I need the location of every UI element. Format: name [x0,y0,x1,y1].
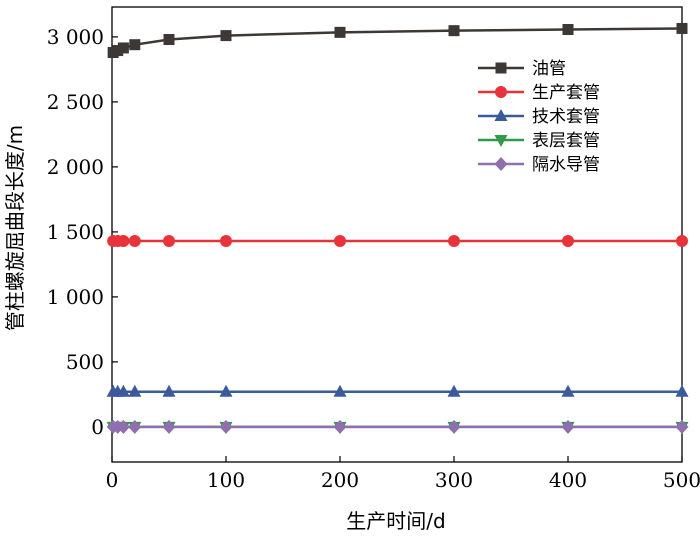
y-tick-label: 500 [66,350,104,374]
series-1-point [117,42,129,54]
series-3-point [447,384,461,397]
legend-marker-4 [494,135,508,147]
series-3-point [675,384,689,397]
plot-frame [111,6,683,463]
series-2-point [117,235,130,247]
series-3-point [116,384,130,397]
x-tick-label: 100 [207,468,245,492]
series-5-point [333,419,347,434]
series-1-point [163,34,175,45]
series-2-point [676,235,688,247]
y-tick-label: 2 500 [47,90,104,114]
legend-label-3: 技术套管 [532,107,600,127]
series-2-point [562,235,574,247]
y-axis-title: 管柱螺旋屈曲段长度/m [3,125,27,331]
series-1-point [129,39,141,51]
legend-marker-5 [494,157,508,171]
legend-marker-3 [494,109,508,121]
x-tick-label: 200 [321,468,359,492]
x-tick-label: 0 [106,468,119,492]
series-5-point [447,419,461,434]
legend-label-4: 表层套管 [532,131,600,151]
series-2-point [128,235,141,247]
series-1-point [334,26,346,38]
y-tick-label: 1 000 [47,285,104,309]
series-3-point [128,384,142,397]
x-tick-label: 400 [549,468,587,492]
y-tick-label: 3 000 [47,25,104,49]
series-5-point [116,419,130,434]
legend-label-5: 隔水导管 [532,155,600,175]
series-1-point [220,30,232,42]
series-2-point [163,235,175,247]
series-2-point [220,235,232,247]
x-tick-label: 300 [435,468,473,492]
series-5-point [561,419,575,434]
series-5-point [219,419,233,434]
series-2-point [334,235,346,247]
y-tick-label: 2 000 [47,155,104,179]
series-1-point [676,22,688,34]
legend-marker-1 [495,62,507,74]
series-3-point [333,384,347,397]
y-tick-label: 0 [91,415,104,439]
series-3-point [219,384,233,397]
series-1-point [562,23,574,35]
series-line-1 [112,27,683,54]
x-tick-label: 500 [663,468,700,492]
legend-marker-2 [495,86,507,98]
legend-label-1: 油管 [532,59,566,79]
x-axis-title: 生产时间/d [346,509,445,533]
series-3-point [162,384,176,397]
series-5-point [675,419,689,434]
series-5-point [128,419,142,434]
legend-label-2: 生产套管 [532,83,600,103]
series-2-point [448,235,460,247]
series-1-point [112,45,124,57]
y-tick-label: 1 500 [47,220,104,244]
series-1-point [448,25,460,37]
series-5-point [162,419,176,434]
series-3-point [561,384,575,397]
